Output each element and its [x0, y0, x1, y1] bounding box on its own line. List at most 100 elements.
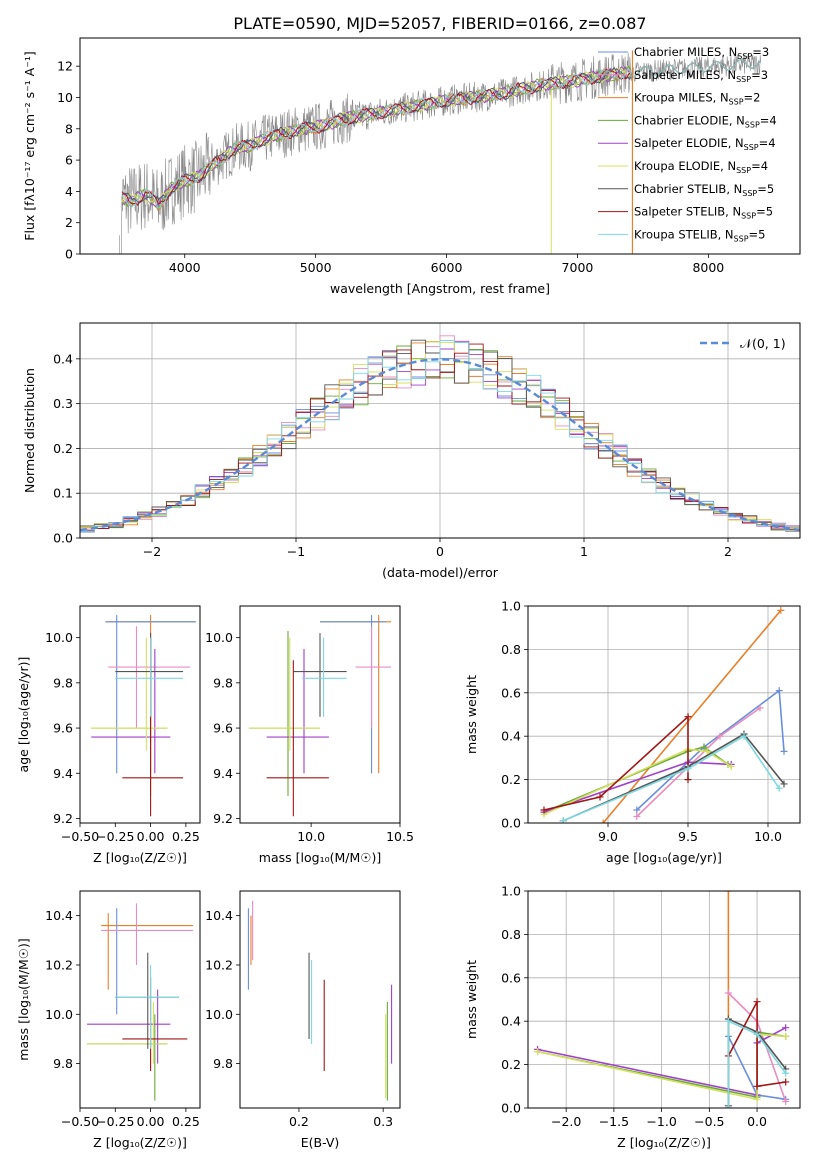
weight-marker-salpeter_miles — [782, 1097, 790, 1105]
y-tick-label: 9.8 — [53, 675, 73, 690]
spectrum-model-kroupa_stelib — [121, 59, 762, 209]
plot-area-mass_vs_ebv — [247, 900, 393, 1101]
y-axis-label: mass weight — [464, 675, 479, 754]
x-axis-label: (data-model)/error — [382, 565, 499, 580]
legend-label-suffix: =3 — [752, 45, 769, 59]
plot-area-residuals — [80, 335, 800, 535]
y-axis-label: Flux [fλ10⁻¹⁷ erg cm⁻² s⁻¹ A⁻¹] — [22, 51, 37, 240]
x-tick-label: 0.00 — [137, 829, 165, 844]
y-tick-label: 10.0 — [45, 630, 73, 645]
y-tick-label: 10.0 — [45, 1007, 73, 1022]
weight-marker-kroupa_stelib — [724, 1104, 732, 1108]
y-tick-label: 9.6 — [213, 721, 233, 736]
legend-label-text: Chabrier STELIB, N — [634, 182, 742, 196]
legend-label-sub: SSP — [744, 143, 759, 152]
x-tick-label: −1 — [287, 544, 305, 559]
x-tick-label: −0.50 — [61, 829, 99, 844]
y-axis-label: mass weight — [464, 960, 479, 1039]
legend-label-suffix: =2 — [744, 91, 761, 105]
axes-mass_vs_ebv: 0.2 0.3 9.8 10.0 10.2 10.4 E(B-V) — [205, 890, 401, 1150]
axes-weight_vs_age: 9.0 9.5 10.0 0.0 0.2 0.4 0.6 0.8 1.0 age [log₁₀(a… — [464, 599, 801, 865]
axes-frame — [79, 605, 201, 824]
x-tick-label: 5000 — [300, 260, 332, 275]
legend-label: Salpeter ELODIE, NSSP=4 — [634, 136, 776, 152]
legend-label-sub: SSP — [736, 166, 751, 175]
x-tick-label: 1 — [580, 544, 588, 559]
y-tick-label: 0.4 — [53, 351, 73, 366]
weight-marker-salpeter_stelib — [596, 793, 604, 801]
axes-frame — [527, 605, 801, 824]
y-tick-label: 0.0 — [501, 816, 521, 831]
y-tick-label: 0 — [65, 247, 73, 262]
weight-marker-chabrier_miles — [775, 687, 783, 695]
legend-label: Salpeter STELIB, NSSP=5 — [634, 205, 773, 221]
y-axis-label: mass [log₁₀(M/M☉)] — [16, 938, 31, 1060]
legend-label-text: Kroupa STELIB, N — [634, 227, 734, 241]
legend-label-text: Kroupa ELODIE, N — [634, 159, 736, 173]
spectrum-data-line — [119, 52, 761, 254]
x-tick-label: 10.0 — [297, 829, 325, 844]
x-tick-label: 0.2 — [289, 1114, 309, 1129]
y-tick-label: 0.6 — [501, 970, 521, 985]
x-tick-label: −1.5 — [599, 1114, 629, 1129]
y-tick-label: 0.2 — [53, 441, 73, 456]
y-tick-label: 10.4 — [45, 908, 73, 923]
x-tick-label: 10.0 — [754, 829, 782, 844]
legend-label: Salpeter MILES, NSSP=3 — [634, 68, 768, 84]
y-tick-label: 0.2 — [501, 1057, 521, 1072]
x-tick-label: 2 — [724, 544, 732, 559]
legend-label-text: Salpeter ELODIE, N — [634, 136, 744, 150]
y-tick-label: 10.4 — [205, 908, 233, 923]
weight-marker-kroupa_stelib — [782, 1069, 790, 1077]
weight-marker-kroupa_elodie — [753, 1095, 761, 1103]
x-axis-label: Z [log₁₀(Z/Z☉)] — [93, 850, 187, 865]
x-tick-label: 10.5 — [386, 829, 414, 844]
weight-marker-kroupa_stelib — [684, 765, 692, 773]
y-tick-label: 10.0 — [205, 1007, 233, 1022]
residuals-legend: 𝒩(0, 1) — [700, 336, 786, 351]
weight-marker-kroupa_stelib — [740, 732, 748, 740]
legend-label-sub: SSP — [741, 212, 756, 221]
figure-title: PLATE=0590, MJD=52057, FIBERID=0166, z=0… — [233, 14, 646, 33]
x-tick-label: 8000 — [692, 260, 724, 275]
normal-curve-line — [80, 358, 800, 532]
weight-line-salpeter_elodie — [543, 761, 732, 813]
axes-frame — [239, 890, 401, 1109]
x-axis-label: E(B-V) — [301, 1135, 340, 1150]
axes-frame — [79, 890, 201, 1109]
weight-line-chabrier_stelib — [562, 732, 785, 822]
weight-marker-kroupa_stelib — [559, 817, 567, 823]
x-tick-label: −0.25 — [96, 1114, 134, 1129]
plots: 4000 5000 6000 7000 8000024681012wavelength … — [16, 37, 801, 1150]
legend-label-text: Chabrier MILES, N — [634, 45, 737, 59]
y-tick-label: 10.0 — [205, 630, 233, 645]
plot-area-age_vs_Z — [91, 615, 196, 817]
y-tick-label: 8 — [65, 121, 73, 136]
axes-mass_vs_Z: −0.50−0.25 0.00 0.25 9.8 10.0 10.2 10.4 Z [log₁… — [16, 890, 201, 1150]
legend-label: 𝒩(0, 1) — [740, 336, 786, 351]
weight-marker-salpeter_miles — [633, 812, 641, 820]
weight-marker-kroupa_miles — [599, 819, 607, 823]
legend-label: Chabrier ELODIE, NSSP=4 — [634, 113, 777, 129]
x-tick-label: 9.5 — [678, 829, 698, 844]
x-tick-label: 6000 — [431, 260, 463, 275]
plot-area-weight_vs_age — [540, 606, 788, 823]
weight-marker-salpeter_stelib — [782, 1078, 790, 1086]
y-tick-label: 9.2 — [213, 811, 233, 826]
weight-line-chabrier_miles — [636, 689, 785, 811]
x-tick-label: 9.0 — [598, 829, 618, 844]
y-tick-label: 0.4 — [501, 1014, 521, 1029]
y-tick-label: 0.1 — [53, 486, 73, 501]
axes-residuals: −2 −1 0 1 2 0.0 0.1 0.2 0.3 0.4 (data-model)/error… — [22, 322, 801, 580]
legend-label-sub: SSP — [737, 52, 752, 61]
x-tick-label: −2.0 — [551, 1114, 581, 1129]
residuals-hist-kroupa_stelib — [80, 340, 800, 533]
y-tick-label: 9.8 — [213, 1056, 233, 1071]
x-tick-label: −0.5 — [694, 1114, 724, 1129]
weight-marker-salpeter_stelib — [753, 998, 761, 1006]
x-tick-label: −0.50 — [61, 1114, 99, 1129]
y-tick-label: 0.8 — [501, 642, 521, 657]
y-tick-label: 1.0 — [501, 884, 521, 899]
